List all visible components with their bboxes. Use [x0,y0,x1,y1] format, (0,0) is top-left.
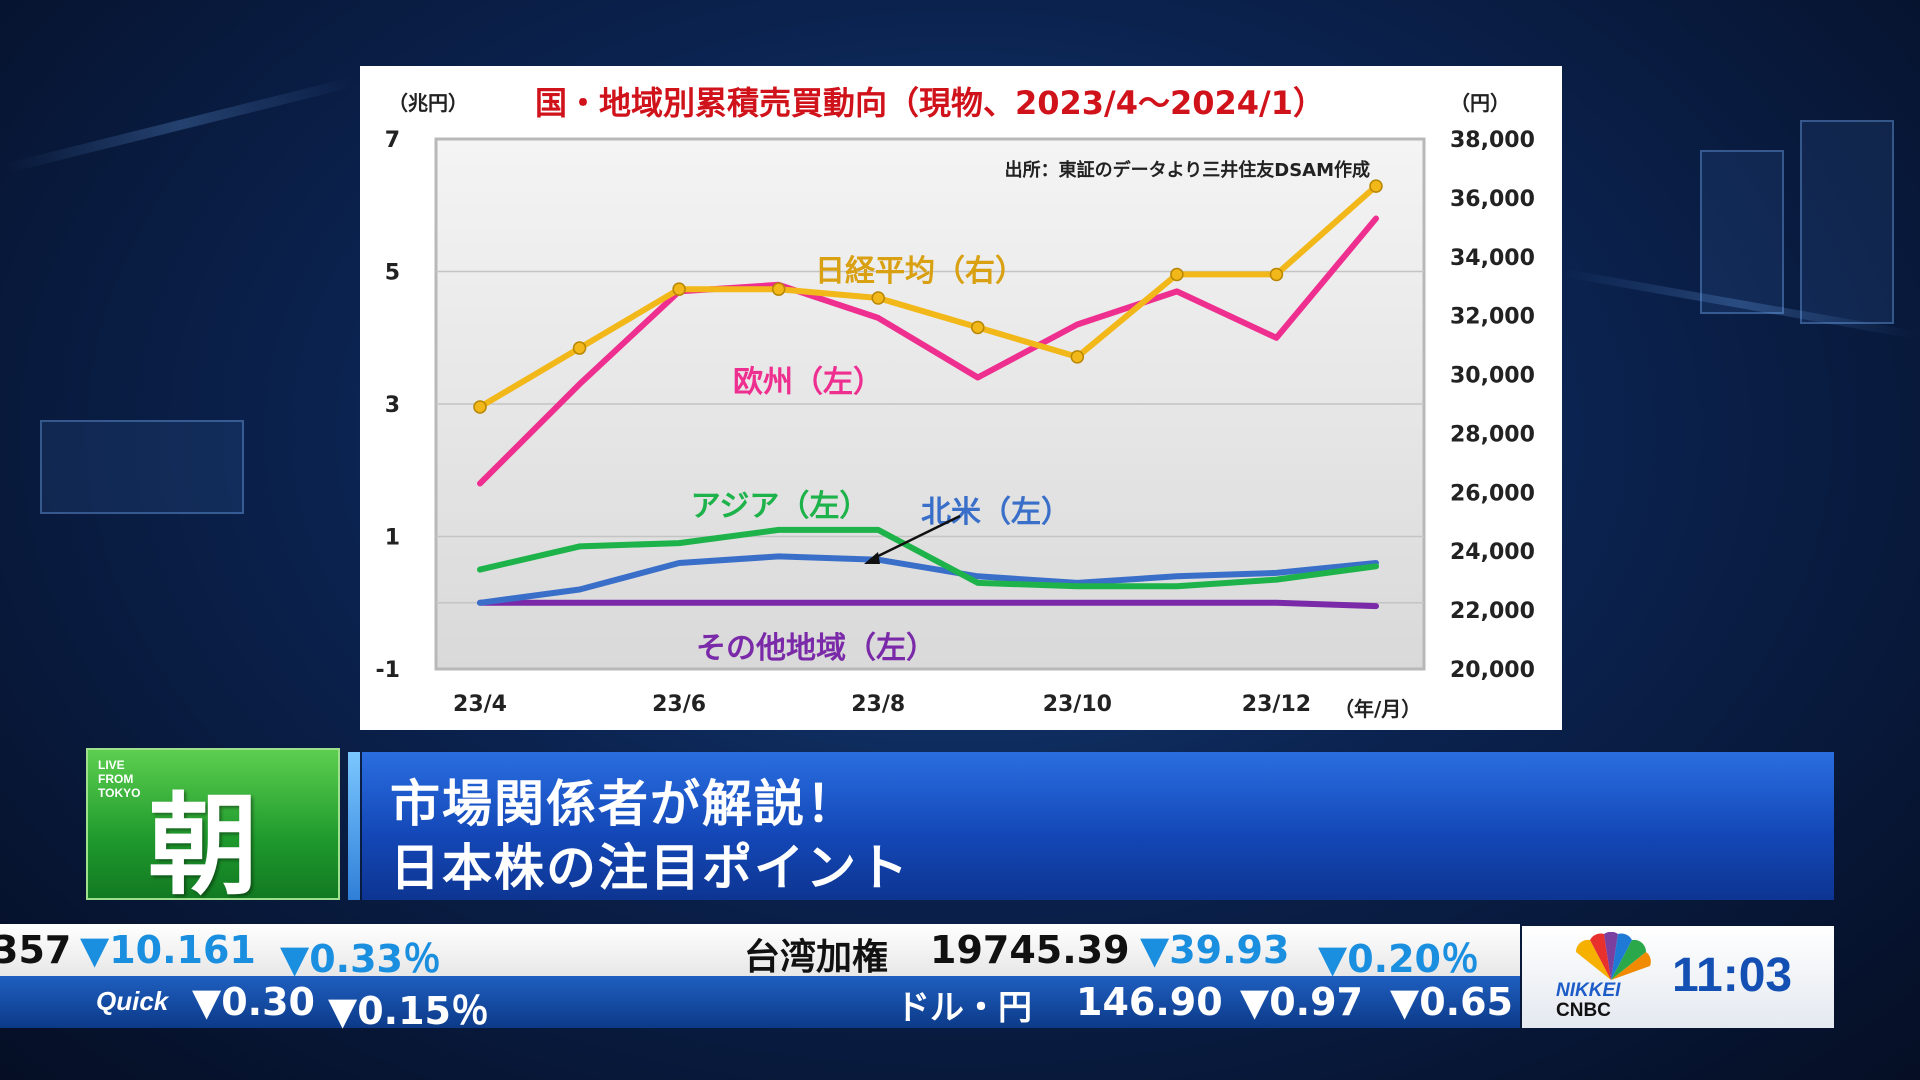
data-point [473,400,487,414]
y-right-tick-label: 22,000 [1450,599,1535,624]
y-right-tick-label: 34,000 [1450,246,1535,271]
chart-title: 国・地域別累積売買動向（現物、2023/4～2024/1） [535,84,1325,122]
headline-line-2: 日本株の注目ポイント [390,839,910,897]
y-right-tick-label: 38,000 [1450,128,1535,153]
ticker-item: 台湾加権 [744,937,889,978]
y-left-tick-label: 7 [385,128,400,153]
y-right-tick-label: 32,000 [1450,305,1535,330]
data-point [1170,267,1184,282]
data-point [1070,350,1085,364]
data-point [971,320,985,335]
headline-box: 市場関係者が解説！ 日本株の注目ポイント [362,752,1834,900]
series-line [477,553,1379,606]
y-right-tick-label: 20,000 [1450,658,1535,683]
x-unit: （年/月） [1334,697,1421,721]
ticker-item: ▼0.97 [1240,980,1363,1024]
ticker-top: 357 ▼10.161 ▼0.33％ 台湾加権 19745.39 ▼39.93 … [0,924,1520,981]
ticker-item: ▼0.30 [192,980,315,1024]
data-point [1369,179,1383,193]
y-left-tick-label: -1 [376,658,400,683]
ticker-item: 357 [0,928,72,972]
headline-line-1: 市場関係者が解説！ [390,775,858,833]
series-label: その他地域（左） [696,631,936,666]
series-line [477,215,1379,487]
series-line [477,183,1379,410]
series-line [477,599,1379,610]
y-right-tick-label: 24,000 [1450,540,1535,565]
data-point [672,282,686,296]
nikkei-cnbc-logo-box: NIKKEI CNBC 11:03 [1522,926,1834,1028]
series-line [477,526,1379,590]
nikkei-wordmark: NIKKEI [1556,980,1621,1001]
background-light-streak [4,76,356,174]
series-label: 日経平均（右） [815,254,1025,289]
peacock-icon [1575,932,1651,980]
background-panel [1800,120,1894,324]
ticker-item: Quick [96,986,169,1016]
annotation-arrowhead [864,552,880,564]
chart-panel: 7 5 3 1 -1 38,000 36,000 34,000 32,000 30,000 28,0… [360,66,1562,730]
ticker-item: ▼39.93 [1140,928,1290,972]
series-label: アジア（左） [691,489,870,524]
series-label: 欧州（左） [733,365,883,400]
ticker-item: 146.90 [1076,980,1223,1024]
annotation-arrow [869,514,961,562]
x-tick-label: 23/12 [1242,692,1311,717]
live-from-tokyo-label: LIVE FROM TOKYO [98,758,141,800]
ticker-item: ドル・円 [896,988,1032,1028]
ticker-item: ▼0.15％ [328,989,489,1033]
data-point [771,282,786,296]
lower-third: LIVE FROM TOKYO 朝 市場関係者が解説！ 日本株の注目ポイント [86,748,1834,910]
cnbc-wordmark: CNBC [1556,1000,1611,1021]
accent-strip [348,752,360,900]
background-panel [1700,150,1784,314]
ticker-item: 19745.39 [930,928,1130,972]
data-point [572,341,587,355]
x-tick-label: 23/4 [453,692,507,717]
ticker-item: ▼0.33％ [280,937,441,981]
ticker-item: ▼10.161 [80,928,256,972]
y-left-tick-label: 3 [385,393,400,418]
y-left-tick-label: 1 [385,526,400,551]
y-right-unit: （円） [1450,91,1510,115]
ticker-bottom: Quick ▼0.30 ▼0.15％ ドル・円 146.90 ▼0.97 ▼0.… [0,976,1520,1033]
ticker-item: ▼0.20％ [1318,937,1479,981]
background-panel [40,420,244,514]
clock: 11:03 [1672,949,1793,1002]
data-point [871,291,885,305]
x-tick-label: 23/8 [851,692,905,717]
line-chart: 7 5 3 1 -1 38,000 36,000 34,000 32,000 30,000 28,0… [376,84,1535,721]
y-right-tick-label: 26,000 [1450,481,1535,506]
y-right-tick-label: 36,000 [1450,187,1535,212]
y-right-tick-label: 30,000 [1450,364,1535,389]
x-tick-label: 23/6 [652,692,706,717]
ticker-item: ▼0.65 [1390,980,1513,1024]
data-point [1269,267,1284,282]
program-logo-char: 朝 [148,782,258,910]
y-left-tick-label: 5 [385,261,400,286]
source-note: 出所：東証のデータより三井住友DSAM作成 [1005,159,1370,181]
program-logo: LIVE FROM TOKYO 朝 [86,748,340,910]
y-left-unit: （兆円） [388,91,468,115]
y-right-tick-label: 28,000 [1450,422,1535,447]
x-tick-label: 23/10 [1043,692,1112,717]
